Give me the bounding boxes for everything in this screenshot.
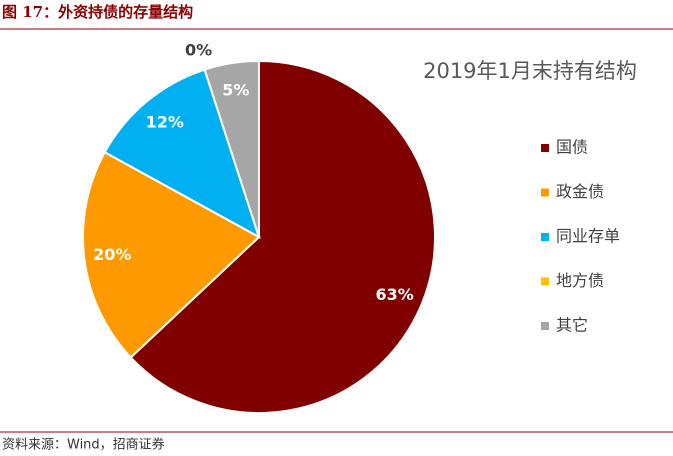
- data-label: 63%: [376, 285, 414, 304]
- legend-label: 国债: [556, 138, 588, 157]
- pie-slice: [203, 59, 260, 238]
- source-note: 资料来源：Wind，招商证券: [2, 437, 165, 453]
- pie-slice: [129, 59, 436, 414]
- figure-title: 图 17：外资持债的存量结构: [2, 3, 193, 21]
- data-label: 0%: [185, 41, 212, 60]
- data-label: 5%: [222, 80, 249, 99]
- pie-slice: [103, 68, 261, 240]
- legend-swatch: [541, 233, 549, 241]
- legend-swatch: [541, 322, 549, 330]
- legend-label: 地方债: [556, 271, 604, 290]
- pie-slice: [82, 150, 261, 359]
- legend-label: 其它: [556, 316, 588, 335]
- legend-swatch: [541, 144, 549, 152]
- data-label: 12%: [146, 113, 184, 132]
- data-label: 20%: [93, 245, 131, 264]
- legend-swatch: [541, 188, 549, 197]
- legend-label: 政金债: [556, 182, 604, 201]
- chart-title: 2019年1月末持有结构: [423, 59, 637, 83]
- legend-swatch: [541, 277, 549, 286]
- legend-label: 同业存单: [556, 227, 620, 246]
